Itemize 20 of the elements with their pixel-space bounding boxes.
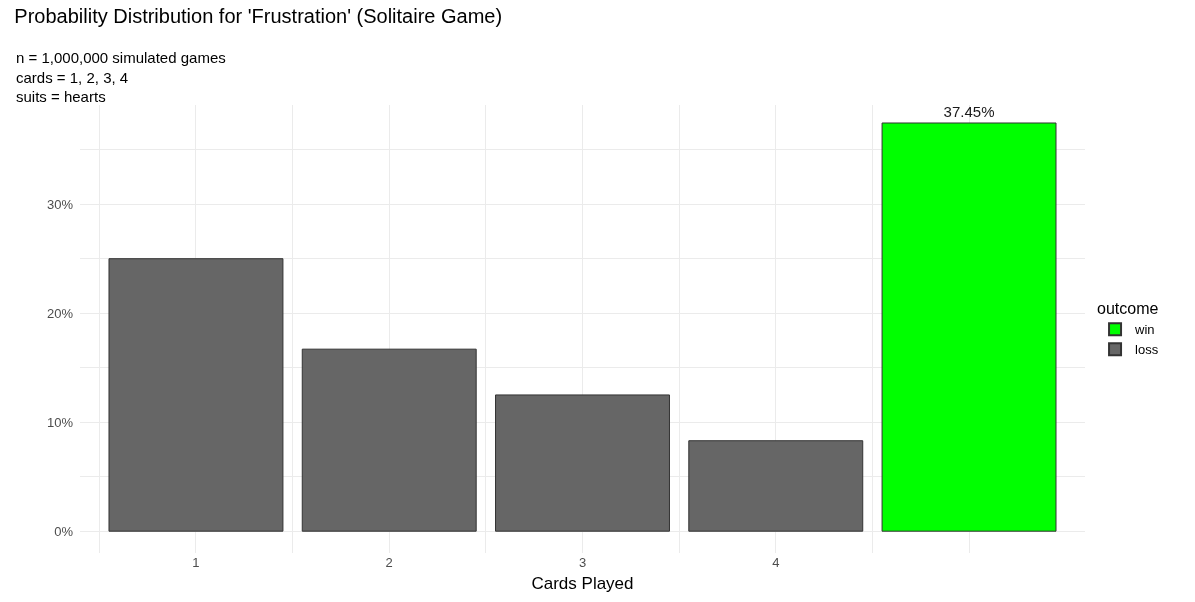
x-tick-label: 4 xyxy=(772,555,780,570)
x-tick-label: 2 xyxy=(385,555,393,570)
legend-title: outcome xyxy=(1097,300,1159,318)
x-tick-label: 1 xyxy=(192,555,200,570)
bar xyxy=(301,348,477,532)
legend-label: win xyxy=(1134,322,1155,338)
x-tick-label: 3 xyxy=(578,555,587,570)
y-tick-label: 30% xyxy=(46,196,74,212)
bar xyxy=(108,258,284,532)
y-tick-label: 10% xyxy=(46,414,74,430)
chart-subtitle: n = 1,000,000 simulated games cards = 1, 2, 3, 4 suits = hearts xyxy=(16,49,226,105)
bar xyxy=(688,440,864,532)
bar xyxy=(881,122,1057,532)
data-label: 37.45% xyxy=(943,102,995,120)
y-tick-label: 0% xyxy=(54,523,74,539)
chart-title: Probability Distribution for 'Frustration' (Solitaire Game) xyxy=(14,5,503,28)
legend-label: loss xyxy=(1135,342,1159,358)
x-axis-title: Cards Played xyxy=(531,574,634,594)
bar xyxy=(495,394,670,532)
y-tick-label: 20% xyxy=(46,305,74,321)
